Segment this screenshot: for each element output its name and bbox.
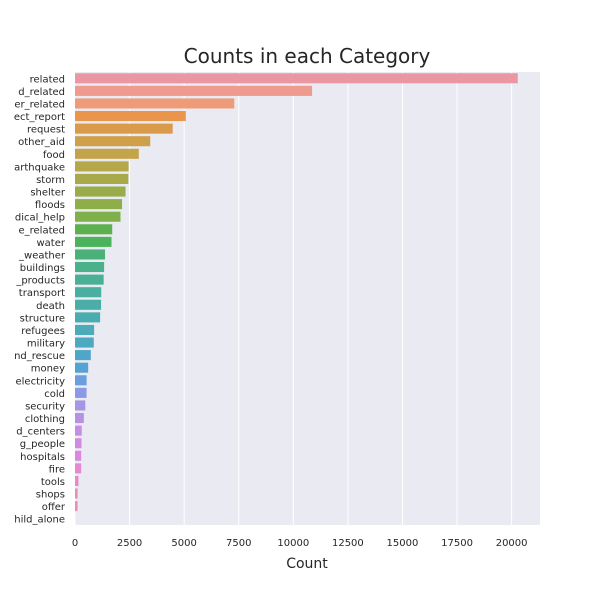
- y-tick-label: transport: [19, 288, 65, 299]
- x-tick-label: 5000: [171, 538, 196, 549]
- x-tick-label: 20000: [496, 538, 528, 549]
- bar-hospitals: [75, 450, 82, 461]
- bar-direct-report: [75, 111, 186, 122]
- y-tick-label: d_centers: [16, 427, 65, 438]
- y-tick-label: storm: [36, 175, 65, 186]
- y-tick-label: dical_help: [15, 213, 65, 224]
- y-tick-label: er_related: [14, 99, 65, 110]
- x-tick-label: 10000: [277, 538, 309, 549]
- y-tick-label: refugees: [21, 326, 65, 337]
- y-tick-label: cold: [44, 389, 65, 400]
- y-tick-label: water: [37, 238, 66, 249]
- bar-offer: [75, 501, 78, 512]
- y-tick-label: tools: [41, 477, 65, 488]
- y-tick-label: d_related: [18, 87, 65, 98]
- bar-tools: [75, 475, 79, 486]
- bar-transport: [75, 287, 102, 298]
- y-tick-label: _weather: [18, 250, 66, 261]
- bar-food: [75, 148, 139, 159]
- bar-infrastructure-related: [75, 224, 113, 235]
- x-tick-label: 0: [72, 538, 78, 549]
- bar-cold: [75, 387, 87, 398]
- bar-electricity: [75, 375, 87, 386]
- y-tick-label: ect_report: [14, 112, 65, 123]
- bar-search-and-rescue: [75, 350, 91, 361]
- y-tick-label: money: [31, 364, 65, 375]
- y-tick-label: shelter: [30, 188, 66, 199]
- y-tick-label: related: [30, 74, 65, 85]
- bars: [75, 73, 518, 512]
- y-tick-label: g_people: [20, 439, 65, 450]
- bar-fire: [75, 463, 82, 474]
- chart-title: Counts in each Category: [184, 44, 431, 68]
- y-tick-label: structure: [20, 313, 65, 324]
- plot-background: [75, 72, 540, 525]
- bar-buildings: [75, 262, 105, 273]
- y-tick-label: e_related: [18, 225, 65, 236]
- bar-money: [75, 362, 89, 373]
- y-tick-label: _products: [15, 276, 65, 287]
- bar-request: [75, 123, 173, 134]
- bar-refugees: [75, 324, 95, 335]
- bar-medical-products: [75, 274, 104, 285]
- y-tick-label: arthquake: [14, 162, 65, 173]
- x-tick-label: 15000: [387, 538, 419, 549]
- bar-death: [75, 299, 102, 310]
- grid-lines: [74, 72, 513, 525]
- x-axis-label: Count: [286, 556, 328, 572]
- bar-shops: [75, 488, 78, 499]
- bar-other-aid: [75, 136, 151, 147]
- y-tick-label: request: [27, 125, 65, 136]
- y-tick-label: death: [36, 301, 65, 312]
- x-tick-label: 17500: [441, 538, 473, 549]
- bar-weather-related: [75, 98, 235, 109]
- y-tick-label: buildings: [20, 263, 65, 274]
- bar-storm: [75, 173, 129, 184]
- bar-shelter: [75, 186, 126, 197]
- x-tick-label: 7500: [226, 538, 251, 549]
- bar-water: [75, 236, 112, 247]
- bar-floods: [75, 199, 123, 210]
- bar-medical-help: [75, 211, 121, 222]
- y-tick-label: fire: [49, 464, 65, 475]
- x-tick-label: 2500: [117, 538, 142, 549]
- bar-earthquake: [75, 161, 129, 172]
- bar-other-infrastructure: [75, 312, 101, 323]
- bar-related: [75, 73, 518, 84]
- y-tick-label: security: [25, 401, 65, 412]
- bar-clothing: [75, 413, 84, 424]
- y-tick-label: clothing: [25, 414, 65, 425]
- y-tick-label: electricity: [15, 376, 65, 387]
- y-tick-label: nd_rescue: [14, 351, 65, 362]
- y-tick-label: offer: [42, 502, 66, 513]
- y-tick-label: military: [27, 339, 65, 350]
- bar-other-weather: [75, 249, 106, 260]
- x-tick-labels: 0 2500 5000 7500 10000 12500 15000 17500 20000: [72, 538, 528, 549]
- bar-military: [75, 337, 94, 348]
- y-tick-label: floods: [35, 200, 65, 211]
- y-tick-label: other_aid: [18, 137, 65, 148]
- y-tick-label: hild_alone: [14, 515, 65, 526]
- bar-aid-centers: [75, 425, 82, 436]
- y-tick-label: food: [43, 150, 65, 161]
- y-tick-label: hospitals: [20, 452, 65, 463]
- x-tick-label: 12500: [332, 538, 364, 549]
- bar-security: [75, 400, 86, 411]
- y-tick-label: shops: [36, 490, 65, 501]
- bar-aid-related: [75, 85, 313, 96]
- bar-missing-people: [75, 438, 82, 449]
